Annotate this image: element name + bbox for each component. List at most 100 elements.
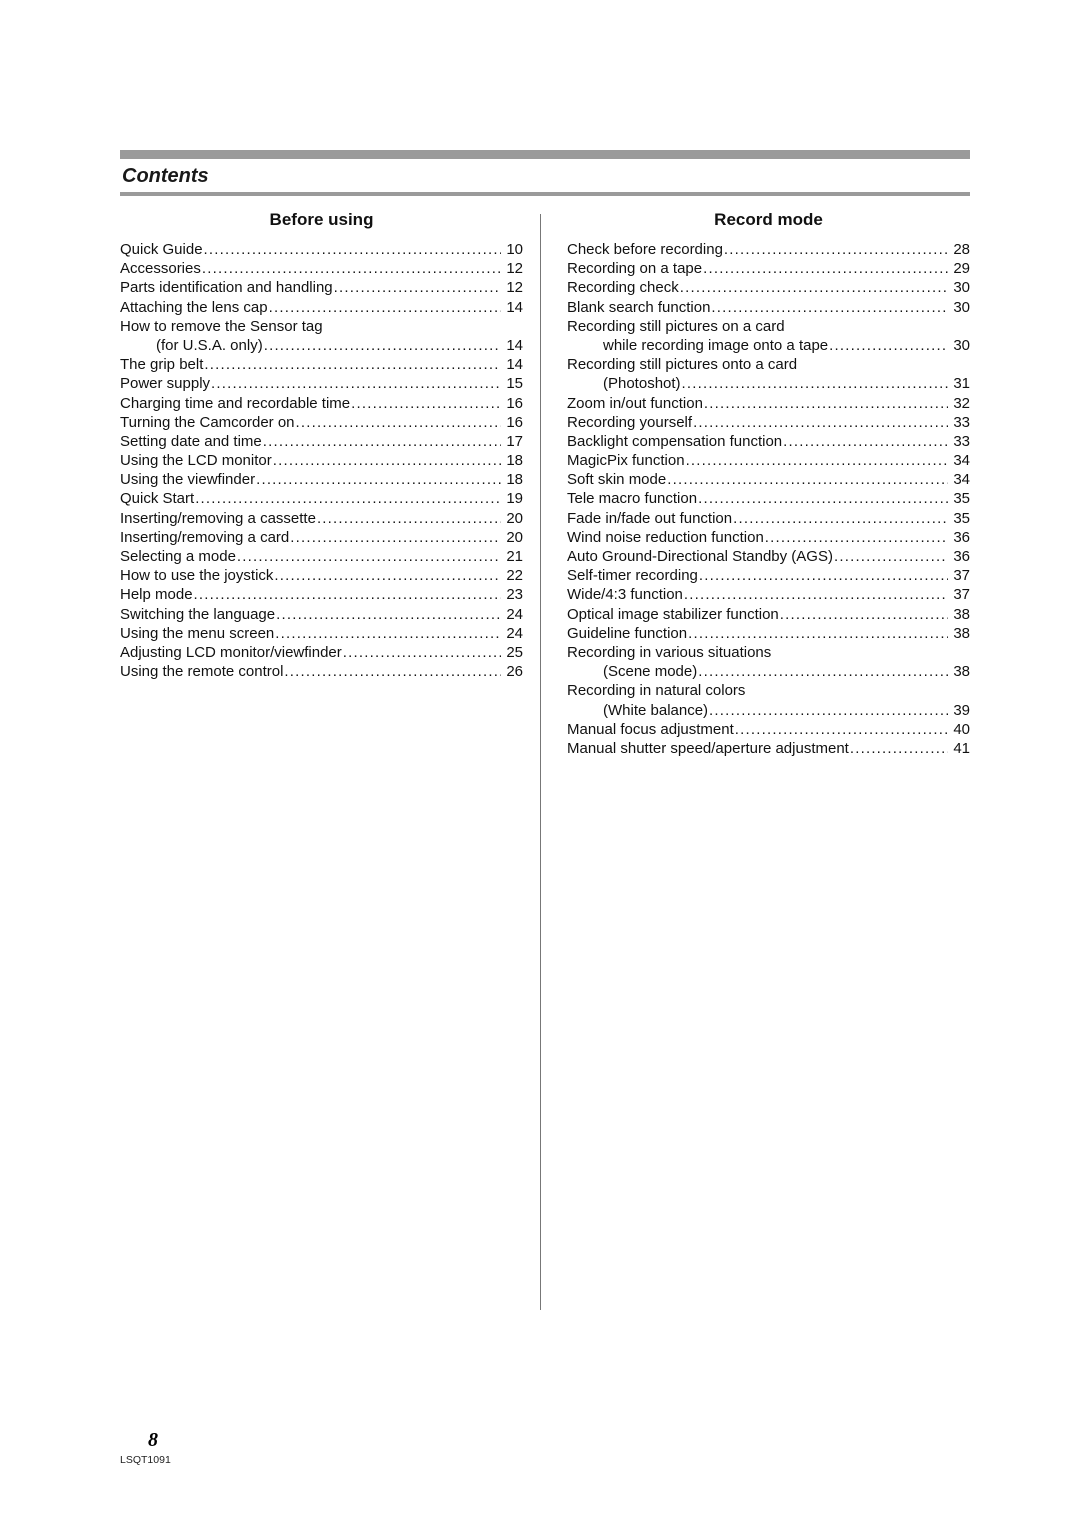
toc-entry: The grip belt 14 xyxy=(120,355,523,374)
toc-label: (Photoshot) xyxy=(603,374,681,393)
toc-page-number: 16 xyxy=(501,413,523,432)
toc-label: Inserting/removing a card xyxy=(120,528,289,547)
toc-leader-dots xyxy=(289,528,501,547)
toc-entry: Attaching the lens cap 14 xyxy=(120,298,523,317)
toc-page-number: 21 xyxy=(501,547,523,566)
toc-label: Auto Ground-Directional Standby (AGS) xyxy=(567,547,833,566)
toc-leader-dots xyxy=(698,566,948,585)
toc-page-number: 12 xyxy=(501,259,523,278)
section-heading-record-mode: Record mode xyxy=(567,210,970,230)
toc-entry: Tele macro function 35 xyxy=(567,489,970,508)
toc-label: Selecting a mode xyxy=(120,547,236,566)
toc-entry: Using the viewfinder 18 xyxy=(120,470,523,489)
toc-page-number: 40 xyxy=(948,720,970,739)
columns-container: Before using Quick Guide 10Accessories 1… xyxy=(120,206,970,758)
toc-label: while recording image onto a tape xyxy=(603,336,828,355)
toc-entry: while recording image onto a tape 30 xyxy=(567,336,970,355)
toc-entry: Wide/4:3 function 37 xyxy=(567,585,970,604)
toc-leader-dots xyxy=(295,413,501,432)
toc-label: Wind noise reduction function xyxy=(567,528,764,547)
toc-page-number: 38 xyxy=(948,662,970,681)
toc-leader-dots xyxy=(710,298,948,317)
toc-list-right: Check before recording 28Recording on a … xyxy=(567,240,970,758)
toc-entry: Optical image stabilizer function 38 xyxy=(567,605,970,624)
section-heading-before-using: Before using xyxy=(120,210,523,230)
toc-entry: MagicPix function 34 xyxy=(567,451,970,470)
toc-entry: Recording check 30 xyxy=(567,278,970,297)
toc-leader-dots xyxy=(697,662,948,681)
toc-entry: Adjusting LCD monitor/viewfinder 25 xyxy=(120,643,523,662)
toc-label: Adjusting LCD monitor/viewfinder xyxy=(120,643,342,662)
toc-page-number: 35 xyxy=(948,489,970,508)
toc-label: MagicPix function xyxy=(567,451,685,470)
toc-leader-dots xyxy=(723,240,948,259)
toc-leader-dots xyxy=(210,374,501,393)
toc-label: Soft skin mode xyxy=(567,470,666,489)
toc-entry: Setting date and time 17 xyxy=(120,432,523,451)
toc-label: Power supply xyxy=(120,374,210,393)
toc-label: Blank search function xyxy=(567,298,710,317)
toc-label: Optical image stabilizer function xyxy=(567,605,779,624)
toc-leader-dots xyxy=(275,605,501,624)
toc-page-number: 32 xyxy=(948,394,970,413)
toc-leader-dots xyxy=(732,509,948,528)
toc-entry: (Scene mode) 38 xyxy=(567,662,970,681)
toc-entry: Soft skin mode 34 xyxy=(567,470,970,489)
toc-page-number: 14 xyxy=(501,355,523,374)
toc-label: Self-timer recording xyxy=(567,566,698,585)
toc-entry: Recording in natural colors xyxy=(567,681,970,700)
toc-leader-dots xyxy=(203,355,501,374)
toc-leader-dots xyxy=(268,298,501,317)
toc-label: Quick Guide xyxy=(120,240,203,259)
toc-leader-dots xyxy=(828,336,948,355)
toc-list-left: Quick Guide 10Accessories 12Parts identi… xyxy=(120,240,523,681)
toc-entry: (Photoshot) 31 xyxy=(567,374,970,393)
toc-label: Help mode xyxy=(120,585,193,604)
toc-entry: Recording still pictures onto a card xyxy=(567,355,970,374)
toc-label: Setting date and time xyxy=(120,432,262,451)
toc-leader-dots xyxy=(666,470,948,489)
toc-entry: How to use the joystick 22 xyxy=(120,566,523,585)
toc-entry: Switching the language 24 xyxy=(120,605,523,624)
toc-page-number: 33 xyxy=(948,413,970,432)
toc-entry: Wind noise reduction function 36 xyxy=(567,528,970,547)
toc-label: Quick Start xyxy=(120,489,194,508)
toc-entry: (for U.S.A. only) 14 xyxy=(120,336,523,355)
toc-leader-dots xyxy=(685,451,948,470)
toc-entry: Recording still pictures on a card xyxy=(567,317,970,336)
toc-leader-dots xyxy=(194,489,501,508)
toc-page-number: 34 xyxy=(948,451,970,470)
toc-page-number: 33 xyxy=(948,432,970,451)
toc-page-number: 15 xyxy=(501,374,523,393)
page-number: 8 xyxy=(148,1429,171,1452)
left-column: Before using Quick Guide 10Accessories 1… xyxy=(120,206,545,758)
toc-entry: Check before recording 28 xyxy=(567,240,970,259)
toc-leader-dots xyxy=(274,624,501,643)
toc-entry: Inserting/removing a cassette 20 xyxy=(120,509,523,528)
toc-page-number: 10 xyxy=(501,240,523,259)
toc-page-number: 20 xyxy=(501,509,523,528)
toc-leader-dots xyxy=(203,240,501,259)
toc-page-number: 12 xyxy=(501,278,523,297)
toc-entry: Selecting a mode 21 xyxy=(120,547,523,566)
toc-page-number: 39 xyxy=(948,701,970,720)
toc-entry: Using the remote control 26 xyxy=(120,662,523,681)
column-divider xyxy=(540,214,541,1310)
toc-leader-dots xyxy=(283,662,501,681)
toc-leader-dots xyxy=(702,259,948,278)
underline-bar xyxy=(120,192,970,196)
toc-leader-dots xyxy=(708,701,948,720)
toc-page-number: 28 xyxy=(948,240,970,259)
toc-leader-dots xyxy=(692,413,948,432)
toc-label: Manual shutter speed/aperture adjustment xyxy=(567,739,849,758)
toc-entry: Quick Guide 10 xyxy=(120,240,523,259)
toc-leader-dots xyxy=(193,585,501,604)
toc-entry: Manual focus adjustment 40 xyxy=(567,720,970,739)
toc-page-number: 24 xyxy=(501,605,523,624)
toc-leader-dots xyxy=(681,374,948,393)
toc-page-number: 23 xyxy=(501,585,523,604)
toc-page-number: 36 xyxy=(948,547,970,566)
toc-leader-dots xyxy=(255,470,501,489)
toc-page-number: 14 xyxy=(501,336,523,355)
toc-entry: Zoom in/out function 32 xyxy=(567,394,970,413)
